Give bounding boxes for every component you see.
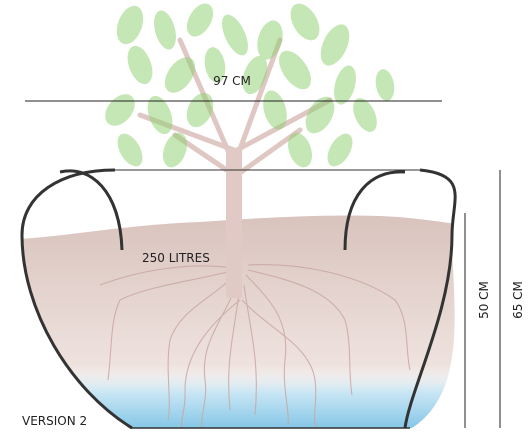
volume-label: 250 LITRES [142, 251, 210, 265]
outer-height-label: 65 CM [511, 281, 525, 319]
roots [99, 264, 411, 429]
inner-height-label: 50 CM [477, 281, 491, 319]
version-label: VERSION 2 [22, 414, 87, 428]
foliage [105, 3, 395, 168]
pot-outline [20, 168, 457, 430]
width-label: 97 CM [213, 74, 251, 88]
trunk [226, 148, 242, 298]
